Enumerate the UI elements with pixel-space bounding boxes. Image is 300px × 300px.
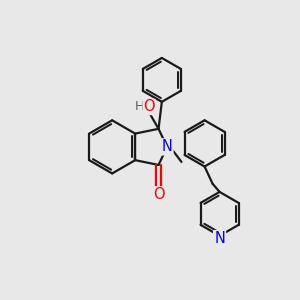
- Text: O: O: [143, 100, 155, 115]
- Text: N: N: [162, 140, 172, 154]
- Text: N: N: [214, 231, 225, 246]
- Text: H: H: [134, 100, 144, 113]
- Text: O: O: [153, 187, 164, 202]
